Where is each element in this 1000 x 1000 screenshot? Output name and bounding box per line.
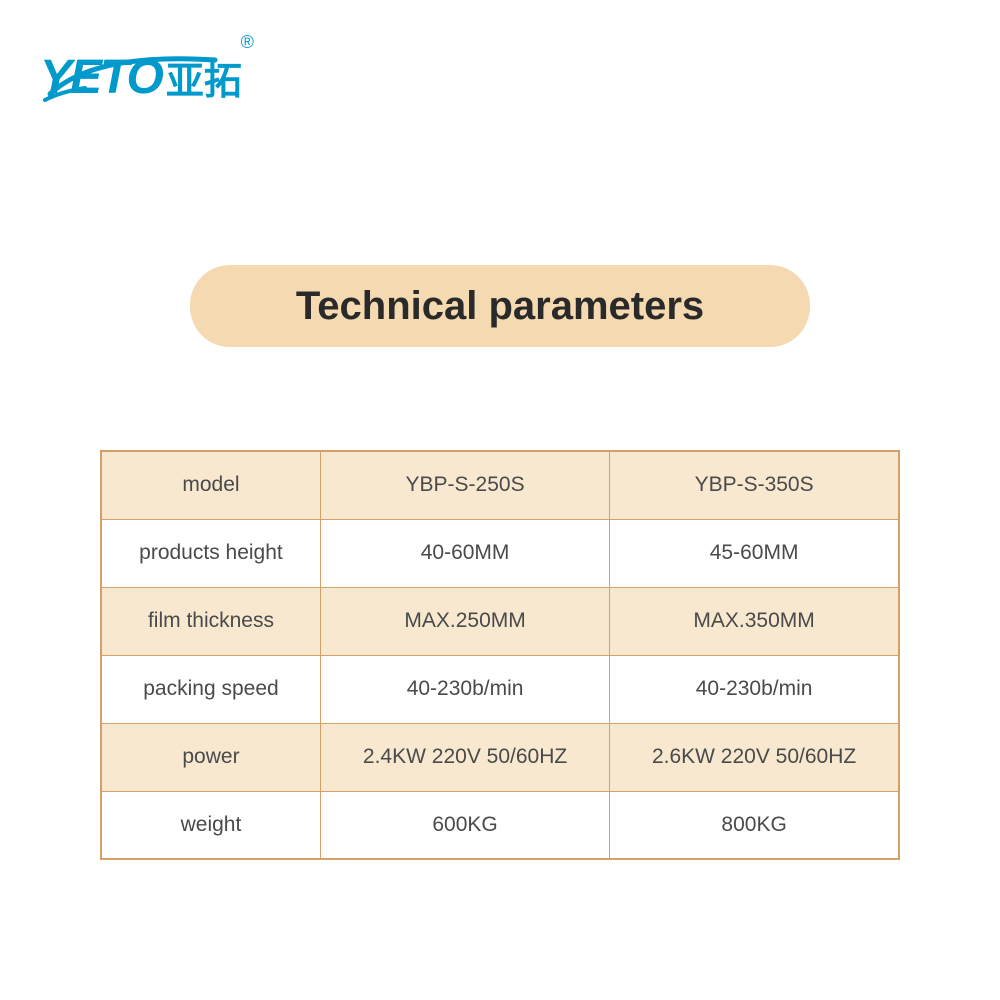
table-row: weight 600KG 800KG [101,791,899,859]
trademark-icon: ® [241,32,254,53]
row-label: power [101,723,320,791]
row-value-2: MAX.350MM [610,587,899,655]
row-label: products height [101,519,320,587]
brand-logo: YETO 亚拓 ® [40,50,242,105]
page-title: Technical parameters [296,284,704,329]
row-value-1: 600KG [320,791,609,859]
row-value-1: YBP-S-250S [320,451,609,519]
logo-text-en: YETO [40,50,162,105]
spec-table: model YBP-S-250S YBP-S-350S products hei… [100,450,900,860]
logo-text-cn: 亚拓 [166,50,242,105]
row-value-1: 40-230b/min [320,655,609,723]
row-value-2: 2.6KW 220V 50/60HZ [610,723,899,791]
row-value-2: 40-230b/min [610,655,899,723]
table-row: power 2.4KW 220V 50/60HZ 2.6KW 220V 50/6… [101,723,899,791]
row-label: packing speed [101,655,320,723]
row-value-2: 45-60MM [610,519,899,587]
row-label: film thickness [101,587,320,655]
row-label: model [101,451,320,519]
table-row: products height 40-60MM 45-60MM [101,519,899,587]
row-value-1: MAX.250MM [320,587,609,655]
table-row: model YBP-S-250S YBP-S-350S [101,451,899,519]
row-label: weight [101,791,320,859]
row-value-2: YBP-S-350S [610,451,899,519]
row-value-2: 800KG [610,791,899,859]
row-value-1: 2.4KW 220V 50/60HZ [320,723,609,791]
title-banner: Technical parameters [190,265,810,347]
table-row: film thickness MAX.250MM MAX.350MM [101,587,899,655]
row-value-1: 40-60MM [320,519,609,587]
table-row: packing speed 40-230b/min 40-230b/min [101,655,899,723]
